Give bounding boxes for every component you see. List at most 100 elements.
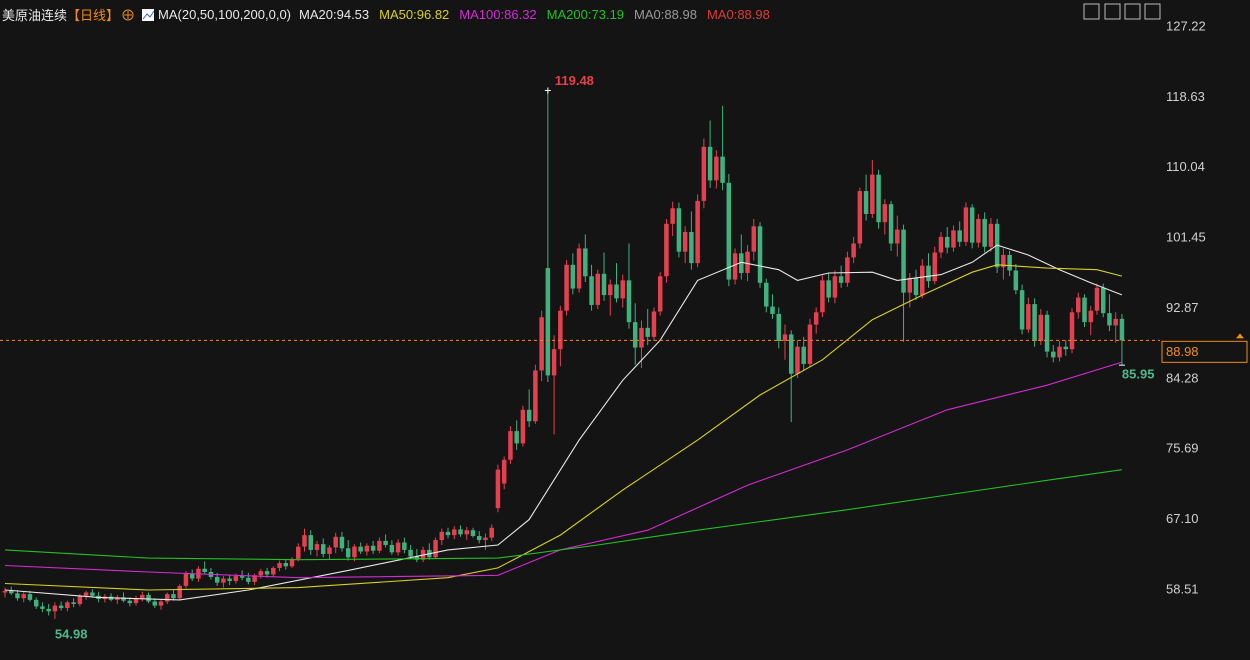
candle-body [27, 594, 33, 600]
candle-body [327, 547, 332, 554]
toolbar [1083, 3, 1161, 20]
candle-body [707, 146, 713, 181]
y-tick-label: 101.45 [1166, 230, 1206, 245]
y-tick-label: 84.28 [1166, 370, 1199, 385]
legend-name: MA0 [634, 7, 661, 22]
candle-body [963, 207, 969, 242]
candle-body [1057, 346, 1062, 358]
ma-line [4, 244, 1123, 601]
candle-body [826, 280, 831, 298]
candle-body [820, 280, 825, 313]
candle-body [140, 594, 145, 599]
candle-body [65, 602, 70, 609]
candle-body [988, 223, 994, 247]
candle-body [221, 578, 226, 583]
candle-body [389, 544, 395, 553]
candle-body [383, 540, 388, 545]
candle-body [408, 549, 413, 557]
candle-body [40, 606, 45, 609]
candle-body [395, 542, 401, 553]
candle-body [227, 578, 232, 582]
candle-body [520, 409, 526, 444]
legend-separator: : [587, 7, 592, 22]
header: 美原油连续 【日线】 MA(20,50,100,200,0,0) MA20:94… [2, 5, 780, 24]
candle-body [296, 546, 301, 559]
candle-body [913, 277, 919, 296]
candle-body [969, 207, 975, 243]
y-tick-label: 58.51 [1166, 581, 1199, 596]
legend-value: 96.82 [416, 7, 450, 22]
candle-body [183, 573, 189, 586]
candle-body [152, 601, 157, 606]
candle-body [271, 567, 276, 575]
low-label: 54.98 [55, 626, 88, 641]
candle-body [589, 276, 594, 305]
candle-body [345, 548, 351, 558]
plot-area [2, 90, 1125, 619]
period[interactable]: 【日线】 [67, 8, 120, 23]
candle-body [46, 608, 51, 612]
candle-body [58, 605, 64, 609]
candle-body [314, 544, 320, 550]
candle-body [863, 191, 869, 214]
candle-body [801, 346, 806, 364]
candle-body [364, 545, 370, 552]
legend-value: 88.98 [737, 7, 770, 22]
indicator-name: MA(20,50,100,200,0,0) [158, 7, 292, 22]
legend-separator: : [413, 7, 417, 22]
candle-body [764, 282, 769, 307]
candle-body [813, 312, 819, 325]
candle-body [720, 156, 725, 183]
candle-body [1007, 254, 1012, 271]
candle-body [851, 243, 856, 258]
legend-value: 86.32 [504, 7, 537, 22]
candle-body [377, 540, 382, 551]
legend-item: MA0:88.98 [707, 7, 770, 22]
candle-body [83, 592, 89, 596]
candle-body [501, 459, 507, 484]
indicator-icon[interactable] [141, 8, 155, 22]
y-tick-label: 118.63 [1166, 89, 1205, 104]
candle-body [246, 577, 251, 582]
recent-low-label: 85.95 [1122, 367, 1155, 382]
candle-body [495, 469, 501, 509]
high-label: 119.48 [555, 73, 594, 88]
candle-body [1094, 287, 1100, 311]
tool-button[interactable] [1083, 3, 1100, 20]
candle-body [1051, 351, 1056, 358]
candle-body [52, 605, 58, 612]
candle-body [670, 208, 675, 224]
ma-line [4, 361, 1123, 579]
legend-separator: : [660, 7, 665, 22]
candle-body [8, 590, 14, 594]
candle-body [1038, 314, 1044, 341]
candle-body [951, 230, 956, 248]
legend-name: MA100 [459, 7, 501, 22]
candle-body [1013, 270, 1019, 291]
legend-value: 73.19 [591, 7, 625, 22]
candle-body [626, 280, 632, 323]
tool-button[interactable] [1104, 3, 1121, 20]
candle-body [308, 535, 313, 550]
tool-button[interactable] [1144, 3, 1161, 20]
legend-separator: : [500, 7, 505, 22]
candle-body [483, 537, 488, 541]
candle-body [1044, 314, 1050, 352]
candle-body [277, 562, 282, 568]
candle-body [115, 597, 120, 600]
y-tick-label: 67.10 [1166, 511, 1199, 526]
tool-button[interactable] [1124, 3, 1141, 20]
candle-body [639, 327, 644, 348]
candle-body [645, 327, 650, 337]
candle-body [689, 232, 694, 264]
legend-value: 88.98 [664, 7, 697, 22]
candle-body [595, 273, 601, 305]
candle-body [1076, 297, 1081, 313]
candle-body [657, 276, 663, 312]
candle-body [551, 349, 557, 376]
y-tick-label: 127.22 [1166, 18, 1206, 33]
candle-body [470, 530, 476, 536]
legend: MA20:94.53 MA50:96.82 MA100:86.32 MA200:73.… [299, 7, 780, 22]
add-icon[interactable] [121, 8, 135, 22]
candle-body [614, 284, 619, 299]
